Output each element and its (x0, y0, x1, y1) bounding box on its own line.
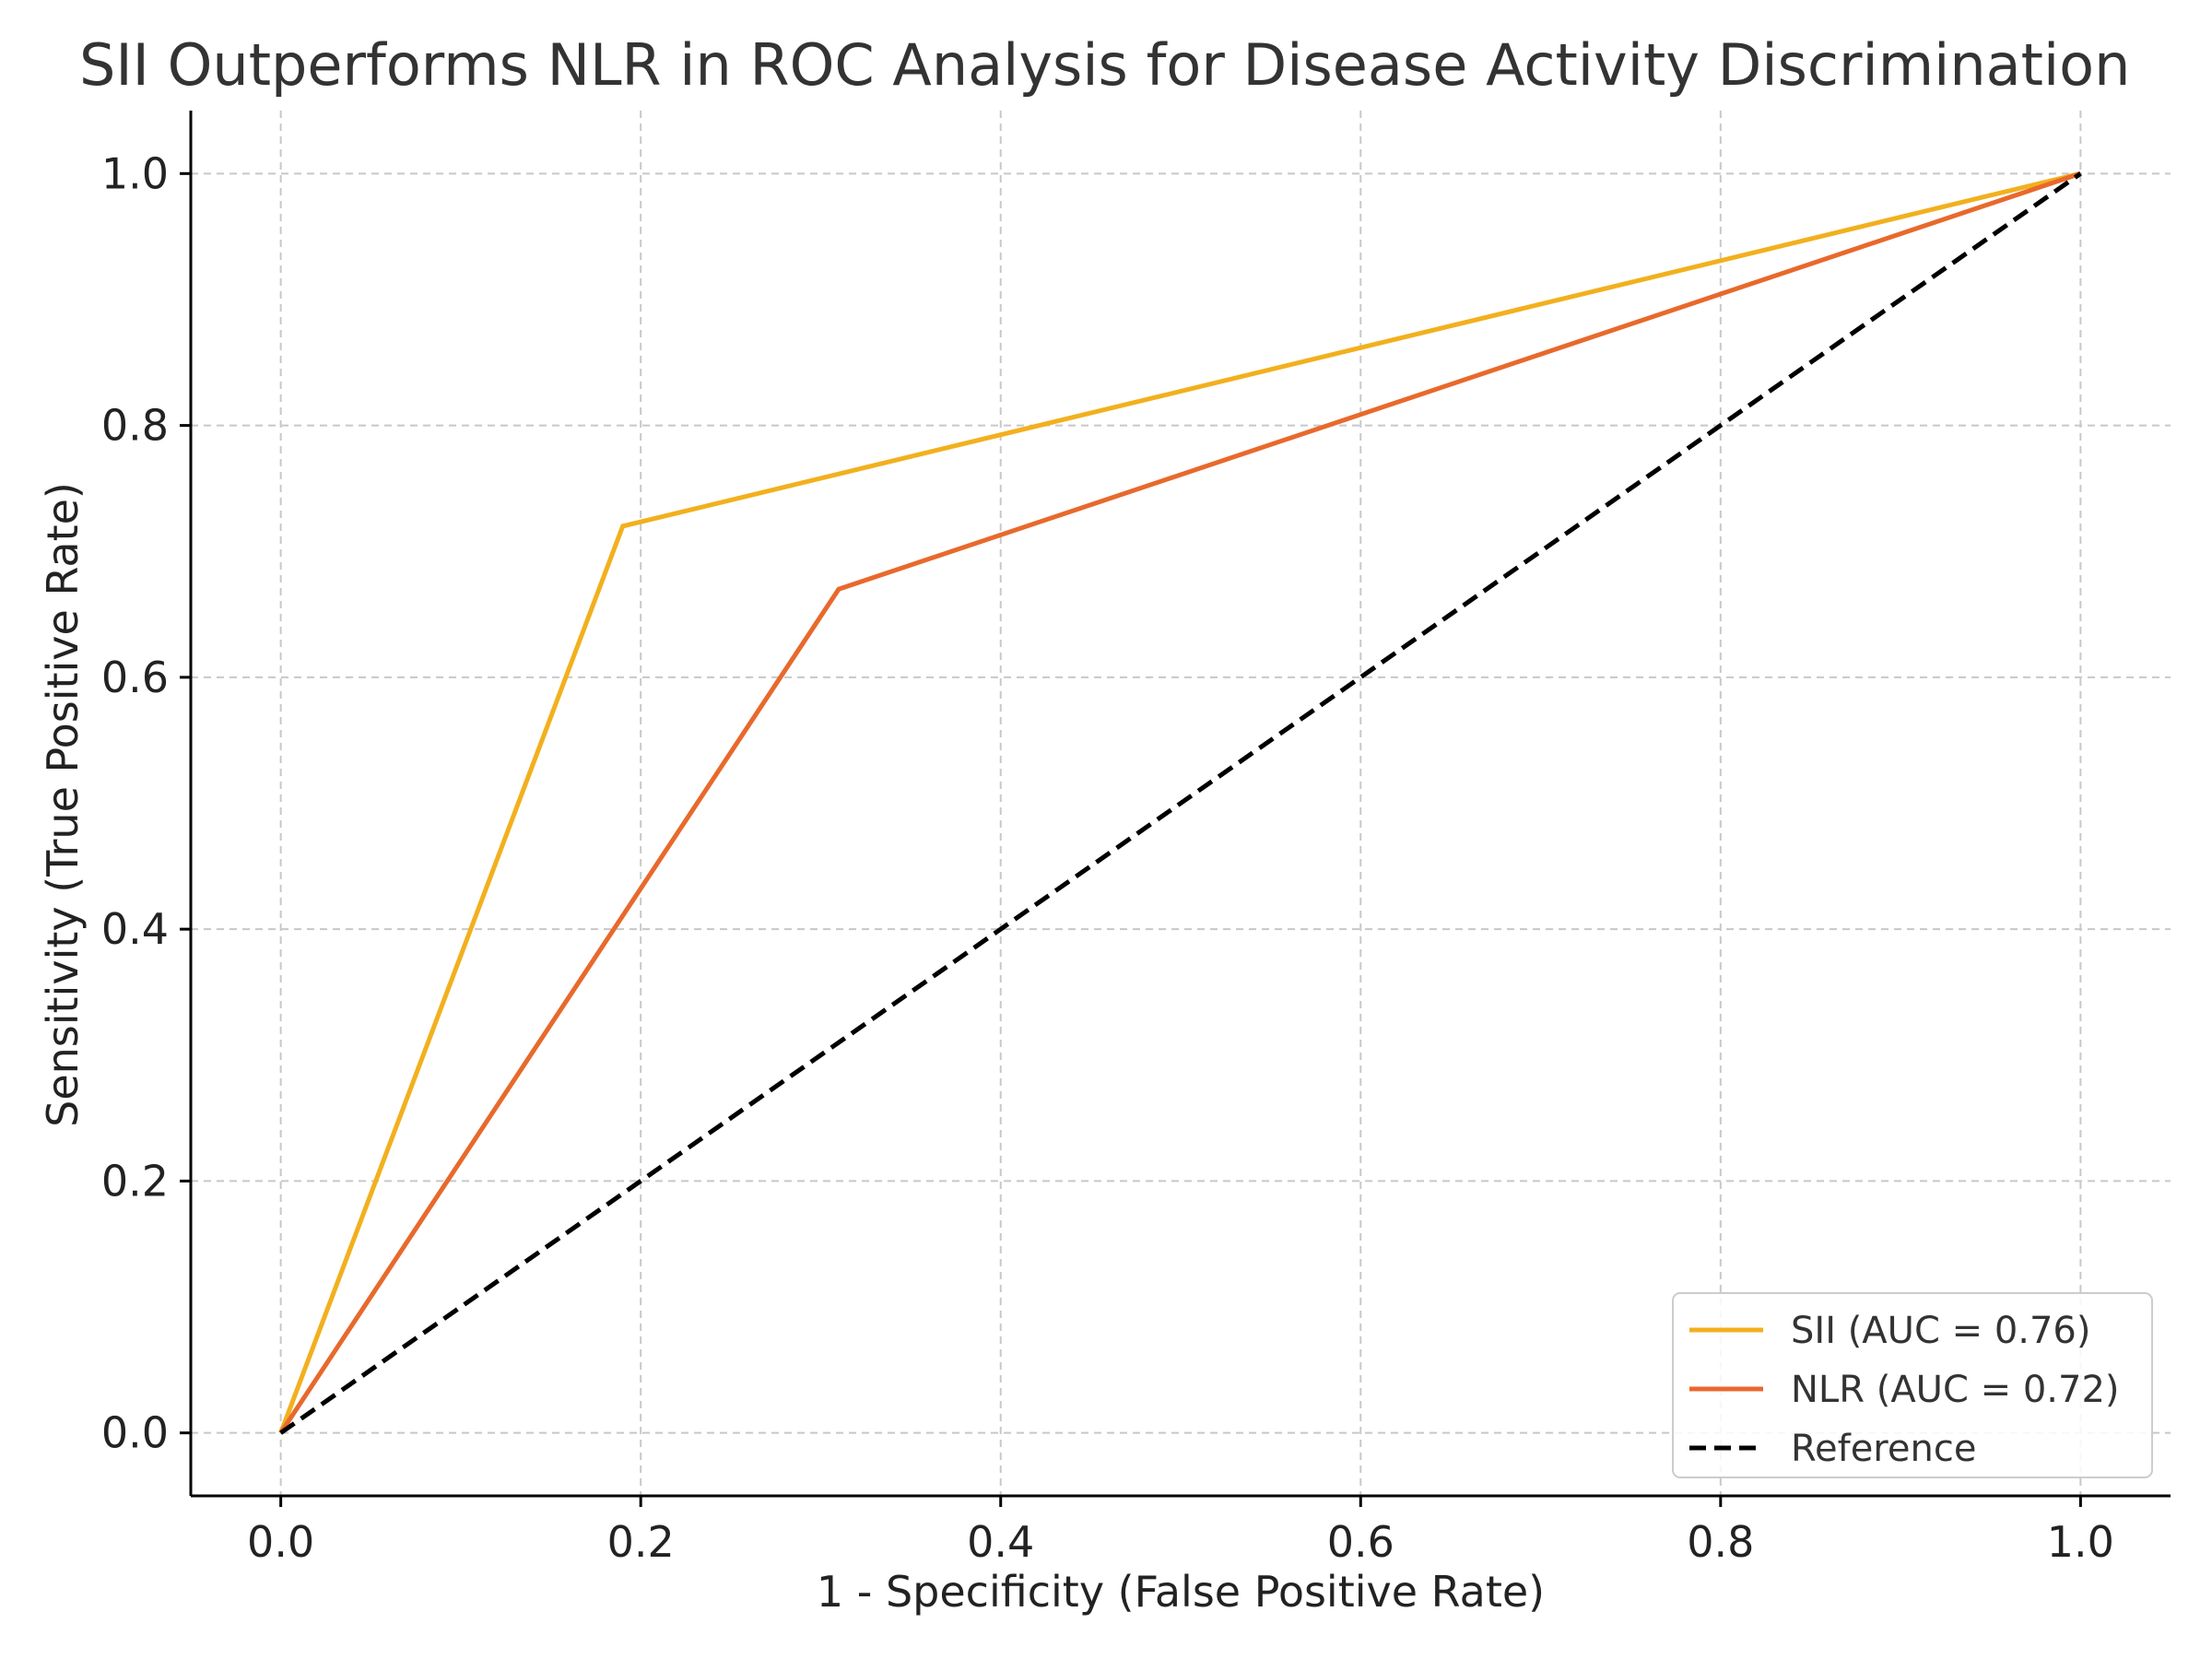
series-lines (278, 171, 2082, 1435)
x-tick-label-4: 0.8 (1687, 1517, 1754, 1567)
grid (191, 111, 2171, 1496)
x-tick-label-1: 0.2 (607, 1517, 675, 1567)
y-tick-label-5: 1.0 (101, 148, 169, 198)
x-axis-label: 1 - Specificity (False Positive Rate) (817, 1567, 1545, 1617)
series-line-0 (278, 171, 2081, 1434)
x-tick-label-2: 0.4 (967, 1517, 1034, 1567)
y-tick-label-1: 0.2 (101, 1156, 169, 1206)
chart-title: SII Outperforms NLR in ROC Analysis for … (79, 31, 2130, 99)
series-line-2 (279, 171, 2082, 1435)
ticks: 0.0 0.2 0.4 0.6 0.8 1.0 0.0 0.2 0.4 0.6 0.8 1.0 (101, 148, 2114, 1567)
y-axis-label: Sensitivity (True Positive Rate) (38, 482, 88, 1127)
y-tick-label-2: 0.4 (101, 904, 169, 954)
x-tick-label-3: 0.6 (1327, 1517, 1394, 1567)
axes (189, 111, 2171, 1498)
legend-label-1: NLR (AUC = 0.72) (1791, 1369, 2120, 1411)
x-tick-label-5: 1.0 (2047, 1517, 2114, 1567)
y-tick-label-0: 0.0 (101, 1408, 169, 1458)
y-tick-label-3: 0.6 (101, 653, 169, 702)
series-line-1 (278, 171, 2082, 1435)
legend: SII (AUC = 0.76) NLR (AUC = 0.72) Referenc… (1672, 1292, 2153, 1478)
legend-label-2: Reference (1791, 1428, 1976, 1470)
legend-box (1672, 1292, 2153, 1478)
y-tick-label-4: 0.8 (101, 401, 169, 451)
legend-label-0: SII (AUC = 0.76) (1791, 1310, 2091, 1352)
x-tick-label-0: 0.0 (247, 1517, 314, 1567)
